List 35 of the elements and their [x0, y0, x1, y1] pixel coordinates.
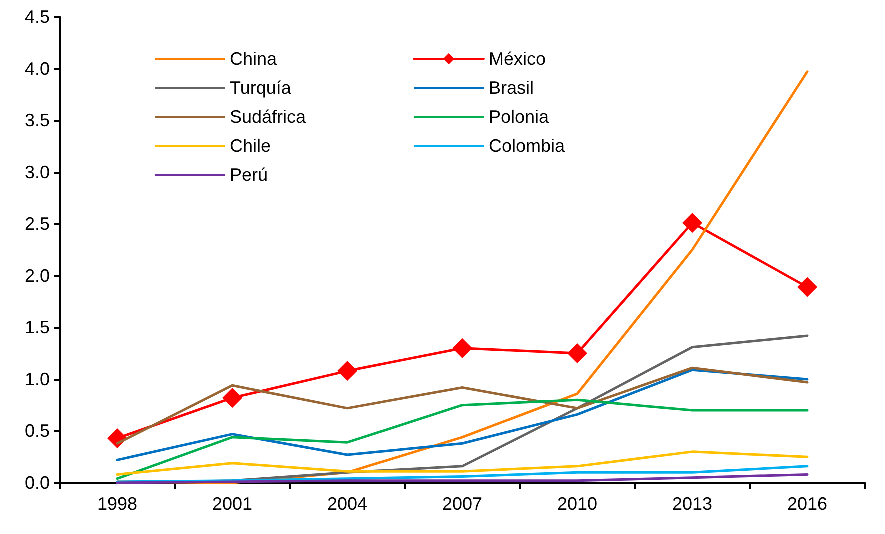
x-tick-label: 1998 [97, 494, 138, 514]
y-tick-label: 0.5 [24, 421, 50, 442]
y-tick-label: 2.5 [24, 214, 50, 234]
x-tick-label: 2010 [557, 494, 598, 514]
point [338, 361, 358, 382]
legend-label: Perú [230, 165, 268, 185]
x-tick-label: 2016 [787, 494, 828, 514]
legend-label: Turquía [230, 78, 292, 98]
y-tick-label: 4.5 [24, 7, 50, 27]
line-series [116, 450, 809, 476]
line-series [116, 473, 809, 484]
point [798, 277, 818, 298]
point [452, 338, 472, 358]
y-tick-label: 2.0 [24, 266, 50, 286]
y-tick-label: 1.5 [24, 318, 50, 338]
legend-label: China [230, 49, 278, 69]
y-tick-label: 3.5 [24, 110, 50, 131]
legend-label: Chile [230, 136, 272, 156]
x-tick-label: 2007 [442, 494, 483, 514]
y-tick-label: 4.0 [24, 58, 50, 79]
point [568, 344, 588, 364]
legend-label: Sudáfrica [230, 107, 308, 127]
x-tick-label: 2013 [672, 494, 713, 514]
y-tick-label: 3.0 [24, 162, 50, 182]
line-series [116, 398, 809, 480]
x-tick-label: 2001 [212, 494, 253, 514]
y-tick-label: 1.0 [24, 369, 50, 390]
legend-label: Polonia [489, 107, 550, 127]
legend-label: Colombia [489, 136, 566, 156]
legend-label: Brasil [489, 78, 534, 98]
point [222, 388, 242, 408]
y-tick-label: 0.0 [24, 473, 50, 493]
x-tick-label: 2004 [327, 494, 368, 514]
legend-label: México [489, 49, 546, 69]
point [682, 213, 702, 234]
